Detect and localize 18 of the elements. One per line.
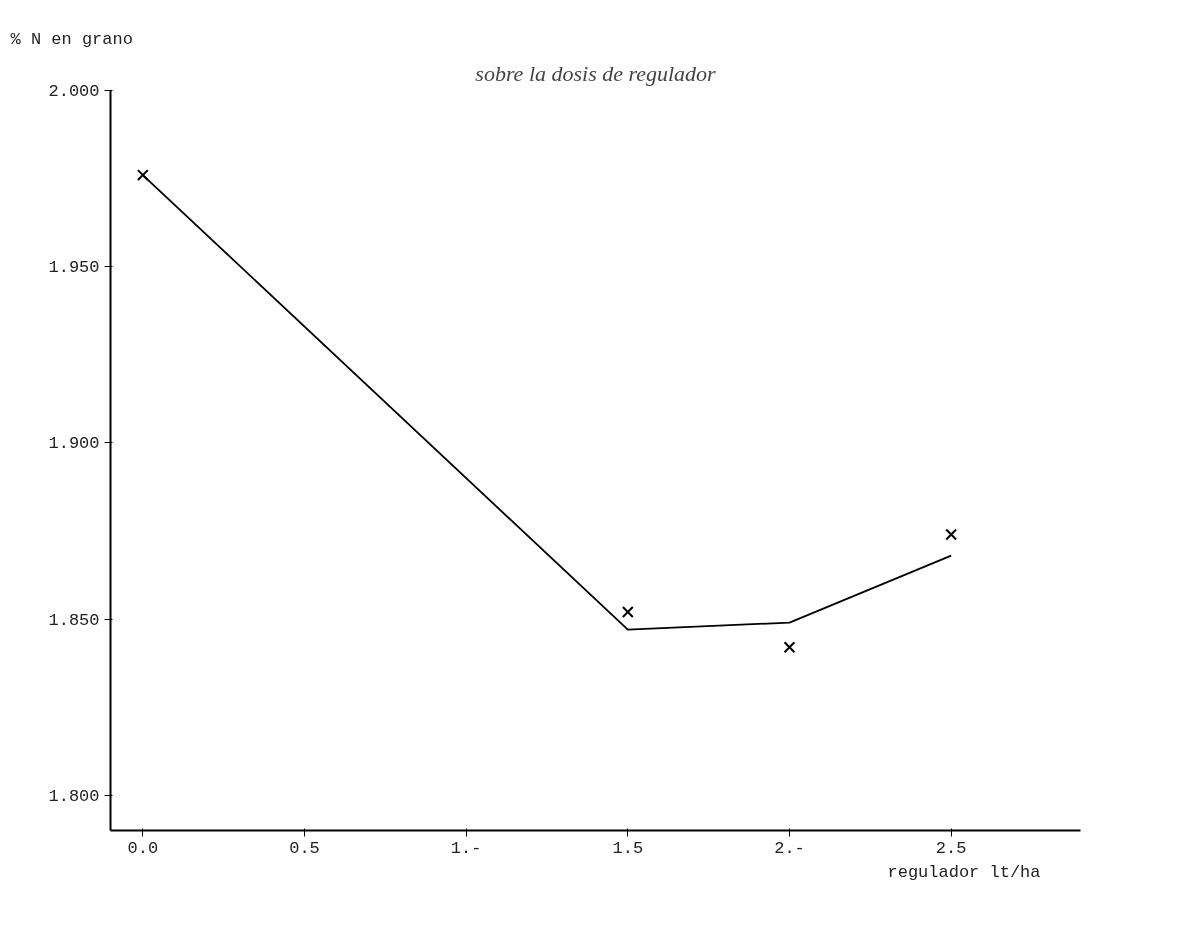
point (783, 641, 796, 654)
y-axis-title: % N en grano (10, 29, 133, 49)
x-tick-label: 2.- (774, 838, 805, 858)
y-tick-label: 2.000 (48, 82, 100, 101)
y-tick-label: 1.900 (48, 434, 100, 454)
point (621, 606, 634, 618)
point (945, 528, 958, 541)
y-tick-label: 1.850 (48, 610, 100, 630)
y-tick-label: 1.950 (48, 258, 100, 278)
x-tick-label: 0.5 (289, 838, 320, 858)
x-tick-label: 2.5 (935, 838, 967, 858)
x-tick-label: 1.- (450, 838, 482, 858)
x-tick-label: 0.0 (127, 838, 159, 858)
y-tick-label: 1.800 (48, 786, 100, 806)
x-tick-label: 1.5 (612, 838, 644, 858)
x-axis-title: regulador lt/ha (887, 862, 1041, 882)
chart-title: sobre la dosis de regulador (475, 60, 717, 86)
point (136, 169, 149, 182)
